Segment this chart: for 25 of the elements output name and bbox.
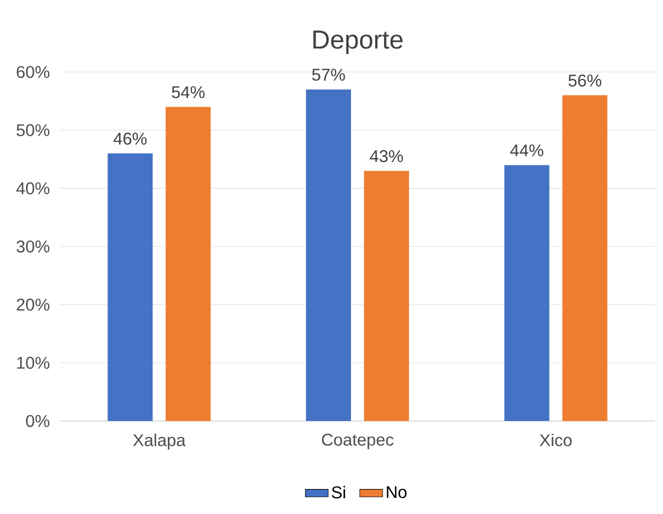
bar — [504, 165, 550, 421]
bar — [108, 153, 153, 421]
bar — [562, 95, 608, 421]
x-tick-label: Coatepec — [322, 434, 394, 450]
y-tick-label: 0% — [26, 414, 50, 428]
data-label: 46% — [114, 132, 147, 145]
y-tick-label: 20% — [16, 298, 50, 311]
bar — [166, 106, 211, 421]
y-tick-label: 10% — [17, 356, 50, 369]
legend-label: No — [386, 486, 407, 498]
data-label: 44% — [510, 144, 544, 156]
data-label: 43% — [370, 150, 403, 162]
bar — [364, 170, 410, 421]
x-tick-label: Xalapa — [133, 434, 186, 450]
y-tick-label: 60% — [16, 66, 50, 78]
data-label: 54% — [172, 86, 205, 98]
y-tick-label: 50% — [16, 124, 50, 136]
chart-title: Deporte — [313, 30, 403, 54]
data-label: 56% — [568, 74, 602, 87]
y-tick-label: 30% — [16, 240, 50, 253]
x-tick-label: Xico — [540, 434, 572, 446]
legend-label: Si — [332, 486, 346, 498]
y-tick-label: 40% — [16, 182, 50, 194]
bar — [306, 89, 352, 421]
data-label: 57% — [312, 68, 345, 81]
